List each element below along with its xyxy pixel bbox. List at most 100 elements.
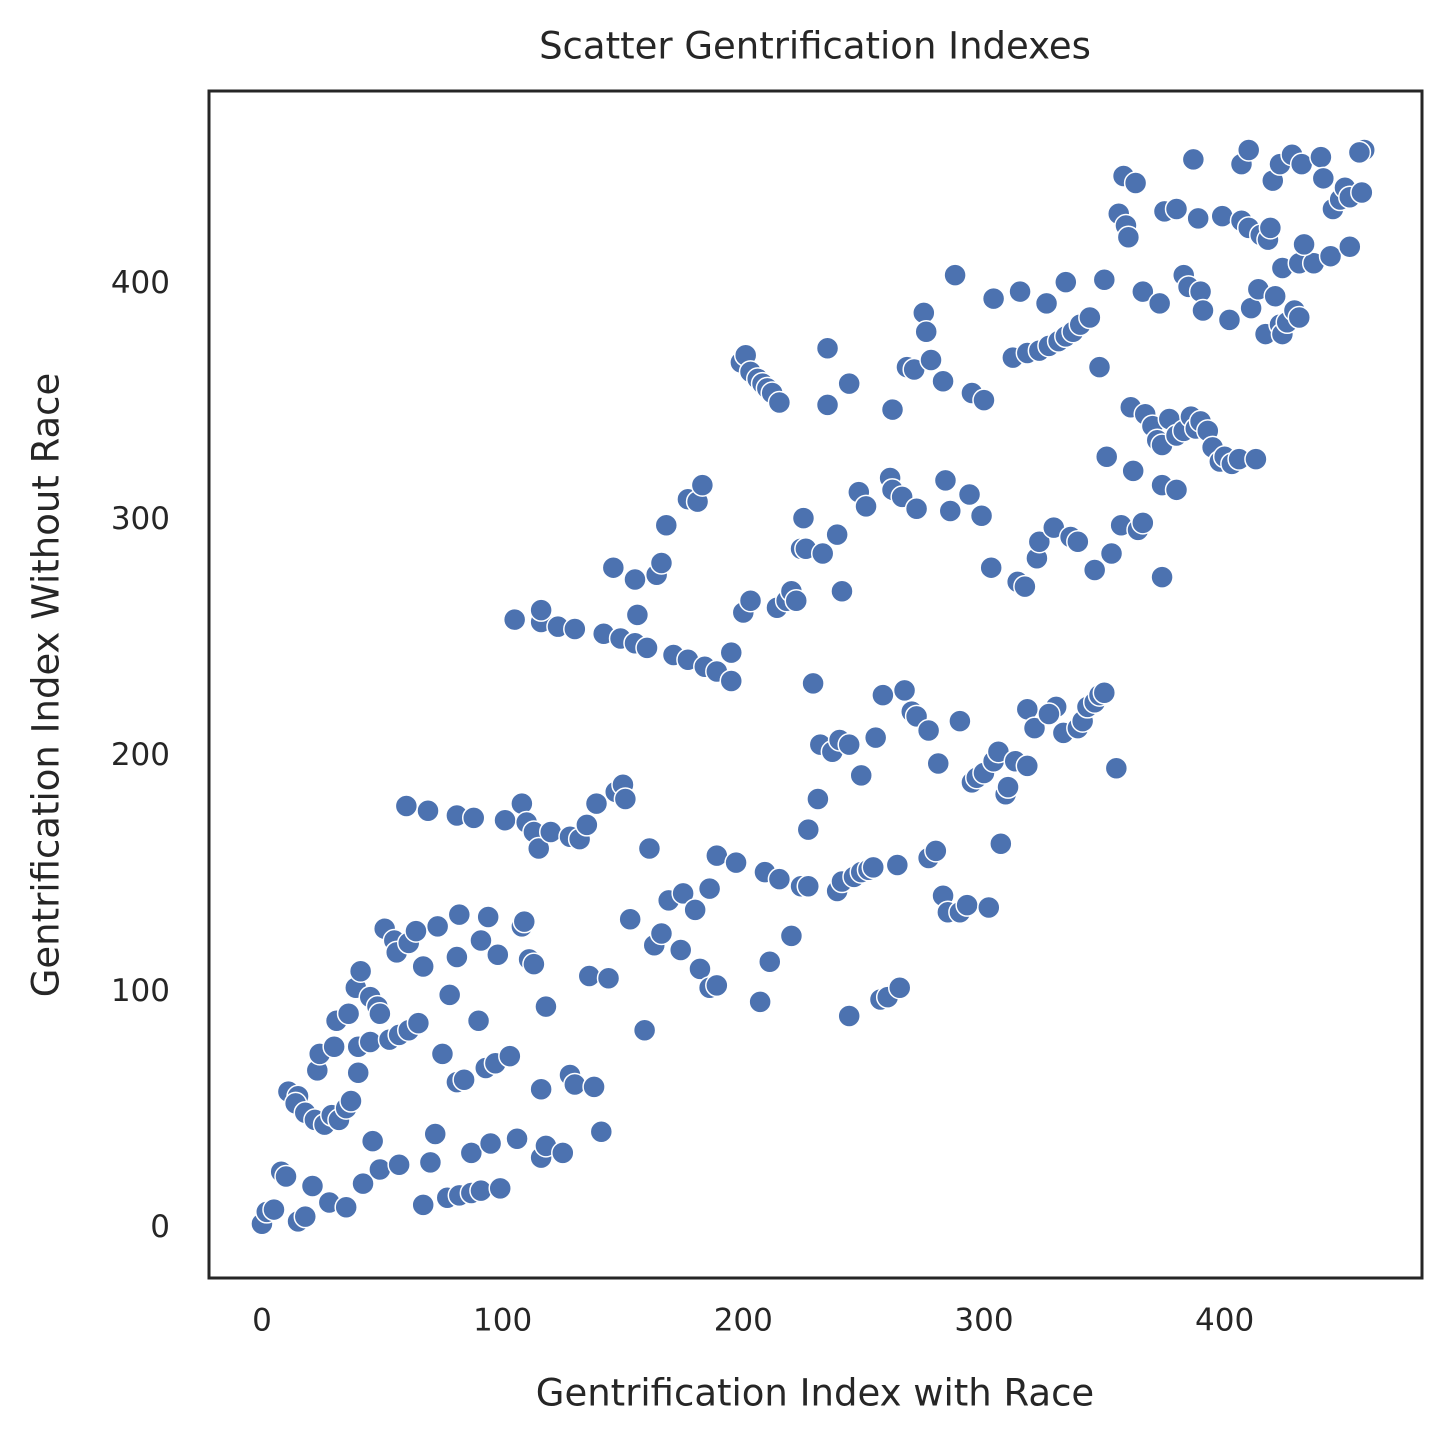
point — [837, 371, 861, 396]
point — [938, 499, 963, 523]
y-tick-label: 300 — [111, 501, 170, 537]
x-tick-label: 0 — [252, 1303, 272, 1339]
point — [784, 588, 808, 613]
point — [488, 1176, 512, 1201]
point — [404, 919, 428, 943]
point — [1013, 574, 1037, 599]
point — [705, 973, 729, 998]
point — [575, 813, 599, 837]
point — [577, 964, 602, 988]
point — [476, 905, 500, 929]
point — [1217, 308, 1242, 332]
point — [394, 794, 419, 818]
point — [618, 907, 642, 932]
x-tick-label: 300 — [954, 1303, 1013, 1339]
point — [996, 775, 1020, 799]
point — [505, 1127, 529, 1151]
point — [825, 522, 849, 547]
point — [416, 799, 440, 823]
y-tick-label: 200 — [111, 737, 170, 773]
point — [885, 853, 910, 877]
y-axis-label: Gentrification Index Without Race — [25, 373, 68, 998]
point — [977, 895, 1001, 920]
point — [688, 957, 712, 981]
point — [849, 763, 873, 788]
point — [948, 709, 972, 733]
point — [1236, 138, 1261, 162]
point — [654, 513, 679, 537]
point — [478, 1131, 503, 1156]
point — [972, 388, 996, 412]
point — [623, 567, 647, 592]
point — [830, 579, 854, 604]
point — [1037, 702, 1061, 726]
point — [871, 683, 895, 707]
point — [452, 1068, 476, 1092]
point — [1191, 298, 1215, 323]
point — [1292, 232, 1316, 257]
point — [1244, 447, 1268, 471]
point — [635, 636, 659, 660]
point — [690, 473, 715, 497]
point — [668, 938, 693, 962]
point — [1094, 445, 1119, 469]
point — [933, 468, 958, 493]
point — [801, 671, 825, 696]
y-tick-label: 400 — [111, 265, 170, 301]
point — [1054, 270, 1078, 294]
point — [613, 787, 638, 811]
point — [1186, 206, 1210, 231]
point — [815, 336, 840, 360]
point — [486, 942, 510, 967]
x-tick-label: 400 — [1195, 1303, 1254, 1339]
point — [1022, 716, 1047, 740]
point — [293, 1204, 318, 1229]
point — [919, 348, 943, 372]
point — [348, 959, 373, 983]
point — [1347, 140, 1372, 165]
point — [360, 1129, 385, 1153]
point — [529, 1077, 553, 1101]
point — [887, 975, 912, 1000]
point — [1015, 754, 1040, 778]
point — [1318, 244, 1343, 268]
point — [425, 914, 450, 939]
point — [1008, 279, 1032, 304]
point — [418, 1150, 443, 1175]
point — [880, 397, 905, 422]
point — [926, 751, 950, 776]
point — [498, 1044, 522, 1068]
point — [671, 881, 695, 906]
point — [758, 950, 782, 974]
point — [724, 850, 748, 875]
point — [863, 725, 888, 750]
point — [1087, 355, 1112, 379]
point — [767, 390, 792, 415]
point — [461, 806, 486, 830]
point — [719, 640, 744, 665]
point — [1131, 279, 1155, 304]
point — [979, 555, 1003, 580]
point — [625, 603, 650, 627]
point — [649, 551, 674, 575]
point — [1350, 180, 1374, 205]
point — [1210, 204, 1234, 228]
point — [981, 286, 1006, 311]
point — [423, 1122, 447, 1146]
point — [837, 1004, 861, 1028]
point — [469, 1178, 493, 1203]
point — [1164, 478, 1189, 502]
point — [1123, 171, 1148, 195]
point — [1034, 291, 1059, 316]
point — [411, 954, 435, 979]
point — [837, 732, 861, 757]
point — [601, 555, 626, 580]
point — [1287, 305, 1312, 330]
point — [1116, 225, 1141, 250]
point — [637, 836, 662, 861]
point — [943, 263, 967, 287]
point — [584, 791, 609, 816]
point — [989, 832, 1013, 856]
point — [767, 867, 792, 891]
